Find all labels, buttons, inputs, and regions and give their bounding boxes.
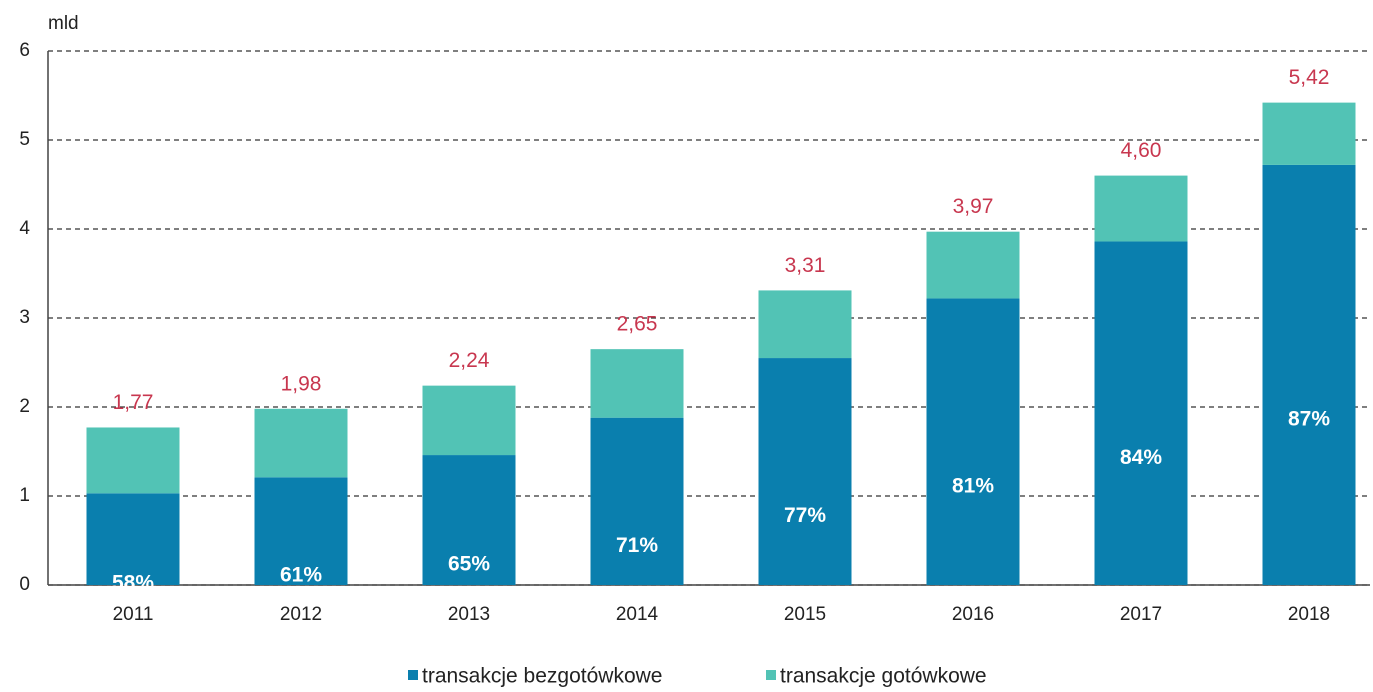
y-tick-label: 4 xyxy=(19,218,30,239)
x-tick-label: 2015 xyxy=(784,604,826,625)
y-tick-label: 3 xyxy=(19,307,30,328)
bar-segment xyxy=(758,358,852,585)
total-label: 3,97 xyxy=(953,195,994,218)
bar-segment xyxy=(422,455,516,585)
y-tick-label: 0 xyxy=(19,574,30,595)
legend-label: transakcje gotówkowe xyxy=(780,665,987,688)
total-label: 1,77 xyxy=(113,391,154,414)
share-label: 81% xyxy=(952,474,994,497)
share-label: 61% xyxy=(280,564,322,587)
bar-segment xyxy=(86,427,180,494)
bar-segment xyxy=(926,298,1020,585)
x-tick-label: 2011 xyxy=(113,604,154,625)
total-label: 4,60 xyxy=(1121,139,1162,162)
legend-swatch xyxy=(766,670,776,680)
x-tick-label: 2018 xyxy=(1288,604,1330,625)
bar-segment xyxy=(1094,175,1188,242)
bar-segment xyxy=(758,290,852,359)
legend-label: transakcje bezgotówkowe xyxy=(422,665,662,688)
share-label: 77% xyxy=(784,504,826,527)
y-tick-label: 1 xyxy=(19,485,30,506)
share-label: 84% xyxy=(1120,446,1162,469)
y-tick-label: 6 xyxy=(19,40,30,61)
bar-segment xyxy=(254,408,348,478)
share-label: 71% xyxy=(616,534,658,557)
bar-segment xyxy=(1262,102,1356,165)
total-label: 5,42 xyxy=(1289,66,1330,89)
bar-segment xyxy=(1262,164,1356,586)
total-label: 1,98 xyxy=(281,372,322,395)
bar-segment xyxy=(86,493,180,585)
x-tick-label: 2013 xyxy=(448,604,490,625)
share-label: 65% xyxy=(448,553,490,576)
share-label: 58% xyxy=(112,572,154,595)
y-tick-label: 2 xyxy=(19,396,30,417)
total-label: 2,65 xyxy=(617,313,658,336)
x-tick-label: 2012 xyxy=(280,604,322,625)
x-tick-label: 2016 xyxy=(952,604,994,625)
legend-swatch xyxy=(408,670,418,680)
bar-segment xyxy=(590,417,684,585)
bar-segment xyxy=(590,349,684,418)
share-label: 87% xyxy=(1288,408,1330,431)
bar-segment xyxy=(254,477,348,585)
x-tick-label: 2014 xyxy=(616,604,659,625)
x-tick-label: 2017 xyxy=(1120,604,1162,625)
total-label: 3,31 xyxy=(785,254,826,277)
bar-segment xyxy=(1094,241,1188,585)
bar-segment xyxy=(926,231,1020,299)
y-axis-label: mld xyxy=(48,13,79,34)
y-tick-label: 5 xyxy=(19,129,30,150)
bar-segment xyxy=(422,385,516,456)
total-label: 2,24 xyxy=(449,349,490,372)
